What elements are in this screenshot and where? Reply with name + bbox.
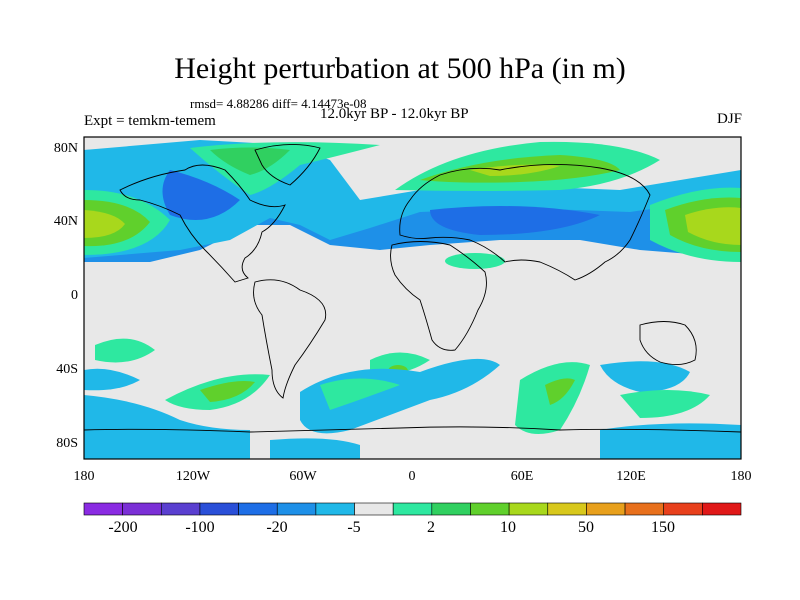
lon-axis: 180 120W 60W 0 60E 120E 180	[74, 469, 752, 484]
contour-fill	[84, 368, 140, 391]
contour-fill	[445, 253, 505, 269]
contour-fill	[430, 206, 600, 235]
contour-fill	[470, 164, 560, 176]
map-frame	[83, 136, 742, 460]
contour-fill	[200, 381, 255, 402]
contour-fill	[84, 210, 125, 238]
colorbar-swatch	[470, 502, 510, 516]
coastline-greenland	[254, 143, 321, 186]
colorbar-label: 50	[578, 519, 594, 536]
coastline-antarctica	[84, 426, 741, 433]
contour-fill	[95, 338, 155, 363]
lat-label: 40S	[56, 362, 78, 377]
map-title: Height perturbation at 500 hPa (in m)	[174, 52, 626, 85]
lat-axis: 80N 40N 0 40S 80S	[54, 141, 78, 451]
colorbar-swatch	[586, 502, 626, 516]
colorbar-swatch	[315, 502, 355, 516]
lat-label: 80S	[56, 436, 78, 451]
coastlines	[84, 143, 741, 433]
colorbar-label: -20	[266, 519, 287, 536]
coastline-north-america	[119, 164, 286, 283]
contour-fill	[300, 358, 500, 434]
colorbar-swatch	[122, 502, 162, 516]
coastline-south-america	[253, 279, 327, 399]
colorbar-swatch	[547, 502, 587, 516]
contour-fill	[545, 378, 575, 405]
contour-fill	[620, 390, 710, 418]
lon-label: 120E	[616, 469, 646, 484]
colorbar-label: -100	[185, 519, 214, 536]
lon-label: 60E	[511, 469, 534, 484]
lat-label: 40N	[54, 214, 78, 229]
contour-fill	[320, 378, 400, 410]
contour-fill	[270, 438, 360, 459]
contour-fill	[210, 147, 290, 175]
contour-fill	[600, 423, 741, 459]
lat-label: 80N	[54, 141, 78, 156]
lon-label: 180	[731, 469, 752, 484]
colorbar-label: 10	[500, 519, 516, 536]
experiment-label: Expt = temkm-temem	[84, 113, 216, 129]
colorbar-swatch	[431, 502, 471, 516]
lon-label: 180	[74, 469, 95, 484]
contour-fills	[84, 140, 741, 459]
contour-fill	[84, 395, 250, 459]
lat-label: 0	[71, 288, 78, 303]
colorbar-label: -5	[347, 519, 360, 536]
contour-fill	[370, 352, 430, 374]
colorbar	[83, 502, 742, 516]
season-label: DJF	[716, 111, 742, 127]
coastline-eurasia	[399, 163, 651, 281]
lon-label: 60W	[289, 469, 317, 484]
contour-fill	[685, 207, 741, 245]
contour-fill	[162, 170, 240, 220]
lon-label: 0	[409, 469, 416, 484]
colorbar-swatch	[199, 502, 239, 516]
stats-text: rmsd= 4.88286 diff= 4.14473e-08	[190, 96, 367, 111]
colorbar-swatch	[83, 502, 123, 516]
colorbar-swatch	[354, 502, 394, 516]
colorbar-swatch	[663, 502, 703, 516]
colorbar-label: 150	[651, 519, 675, 536]
colorbar-swatch	[238, 502, 278, 516]
colorbar-label: -200	[108, 519, 137, 536]
colorbar-swatch	[276, 502, 317, 516]
colorbar-swatch	[702, 502, 742, 516]
coastline-africa	[390, 241, 487, 351]
colorbar-swatch	[624, 502, 665, 516]
colorbar-swatch	[392, 502, 433, 516]
colorbar-label: 2	[427, 519, 435, 536]
colorbar-swatch	[160, 502, 201, 516]
lon-label: 120W	[176, 469, 211, 484]
colorbar-swatch	[508, 502, 549, 516]
subtitle: 12.0kyr BP - 12.0kyr BP	[320, 106, 469, 122]
colorbar-labels: -200 -100 -20 -5 2 10 50 150	[108, 519, 675, 536]
coastline-australia	[639, 321, 697, 365]
contour-fill	[600, 361, 690, 392]
